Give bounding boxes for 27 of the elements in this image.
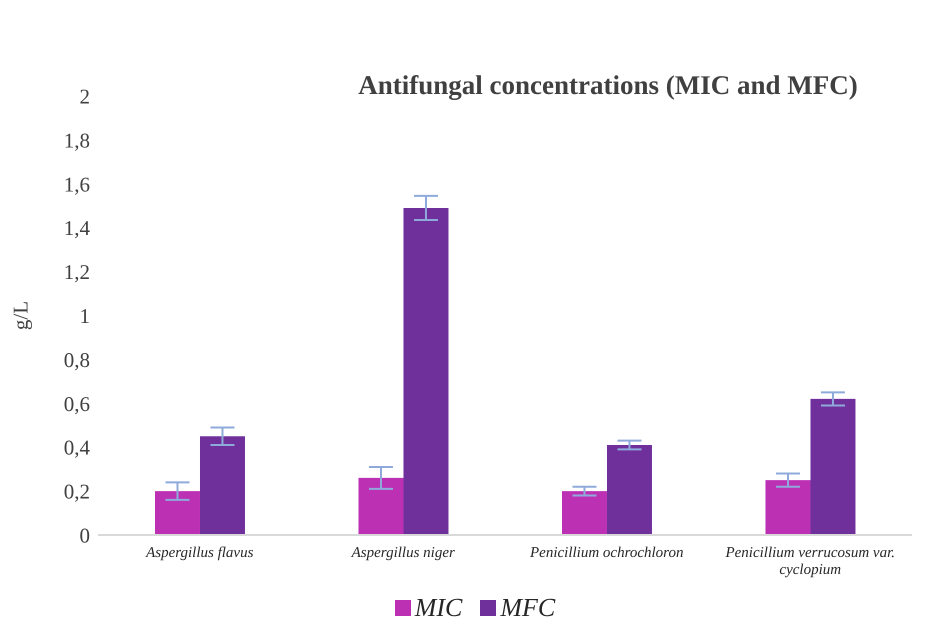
- bar: [358, 478, 404, 535]
- bar: [810, 398, 856, 535]
- y-tick-label: 1: [80, 304, 90, 328]
- x-tick-label: Penicillium ochrochloron: [529, 545, 684, 561]
- legend-label: MIC: [414, 593, 462, 623]
- y-tick-label: 0,2: [64, 480, 90, 504]
- y-tick-label: 1,4: [64, 216, 90, 240]
- x-tick-label: Aspergillus flavus: [145, 545, 254, 561]
- y-tick-label: 0: [80, 523, 90, 548]
- bar: [562, 491, 607, 535]
- y-tick-label: 1,6: [64, 172, 90, 196]
- legend-label: MFC: [499, 593, 556, 623]
- y-tick-label: 1,2: [64, 260, 90, 284]
- bar: [765, 480, 810, 535]
- y-tick-label: 2: [80, 84, 90, 108]
- chart-title: Antifungal concentrations (MIC and MFC): [357, 70, 859, 101]
- y-tick-label: 0,8: [64, 348, 90, 372]
- x-tick-label: Aspergillus niger: [350, 545, 455, 561]
- bar: [606, 445, 652, 535]
- y-tick-label: 0,6: [64, 392, 90, 416]
- bar: [403, 208, 448, 535]
- y-tick-label: 0,4: [64, 436, 90, 460]
- y-tick-label: 1,8: [64, 128, 90, 152]
- y-axis-title: g/L: [8, 300, 32, 330]
- x-tick-label: Penicillium verrucosum var. cyclopium: [724, 545, 896, 578]
- bar: [154, 491, 200, 535]
- bar: [200, 436, 245, 535]
